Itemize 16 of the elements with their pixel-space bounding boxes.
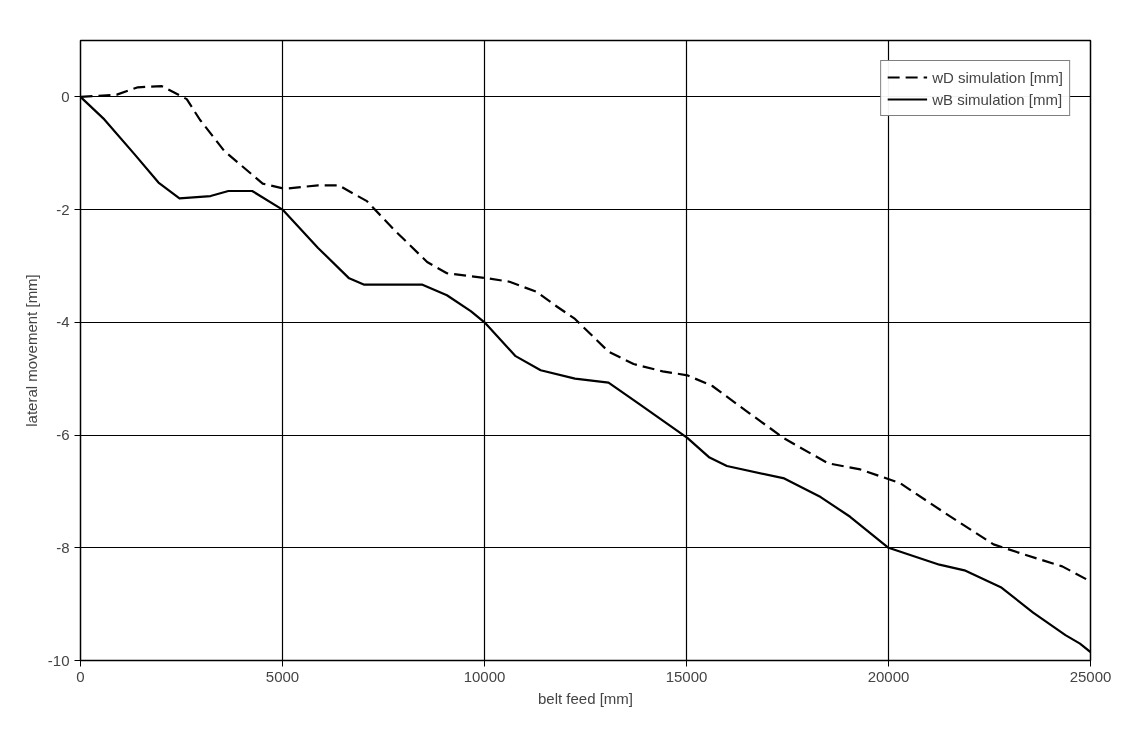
x-tick-label: 0 (76, 667, 85, 685)
legend-label: wD simulation [mm] (932, 68, 1063, 86)
x-tick-label: 25000 (1069, 667, 1112, 685)
x-tick-label: 10000 (463, 667, 506, 685)
y-tick-label: -6 (56, 426, 70, 444)
y-axis-title: lateral movement [mm] (22, 274, 40, 427)
x-tick-label: 20000 (867, 667, 910, 685)
y-tick-label: -4 (56, 313, 70, 331)
x-tick-label: 15000 (665, 667, 708, 685)
y-tick-label: 0 (61, 87, 70, 105)
legend-label: wB simulation [mm] (932, 90, 1063, 108)
x-axis-title: belt feed [mm] (537, 689, 634, 707)
y-tick-label: -10 (47, 651, 70, 669)
x-tick-label: 5000 (265, 667, 300, 685)
y-tick-label: -2 (56, 200, 70, 218)
y-tick-label: -8 (56, 538, 70, 556)
